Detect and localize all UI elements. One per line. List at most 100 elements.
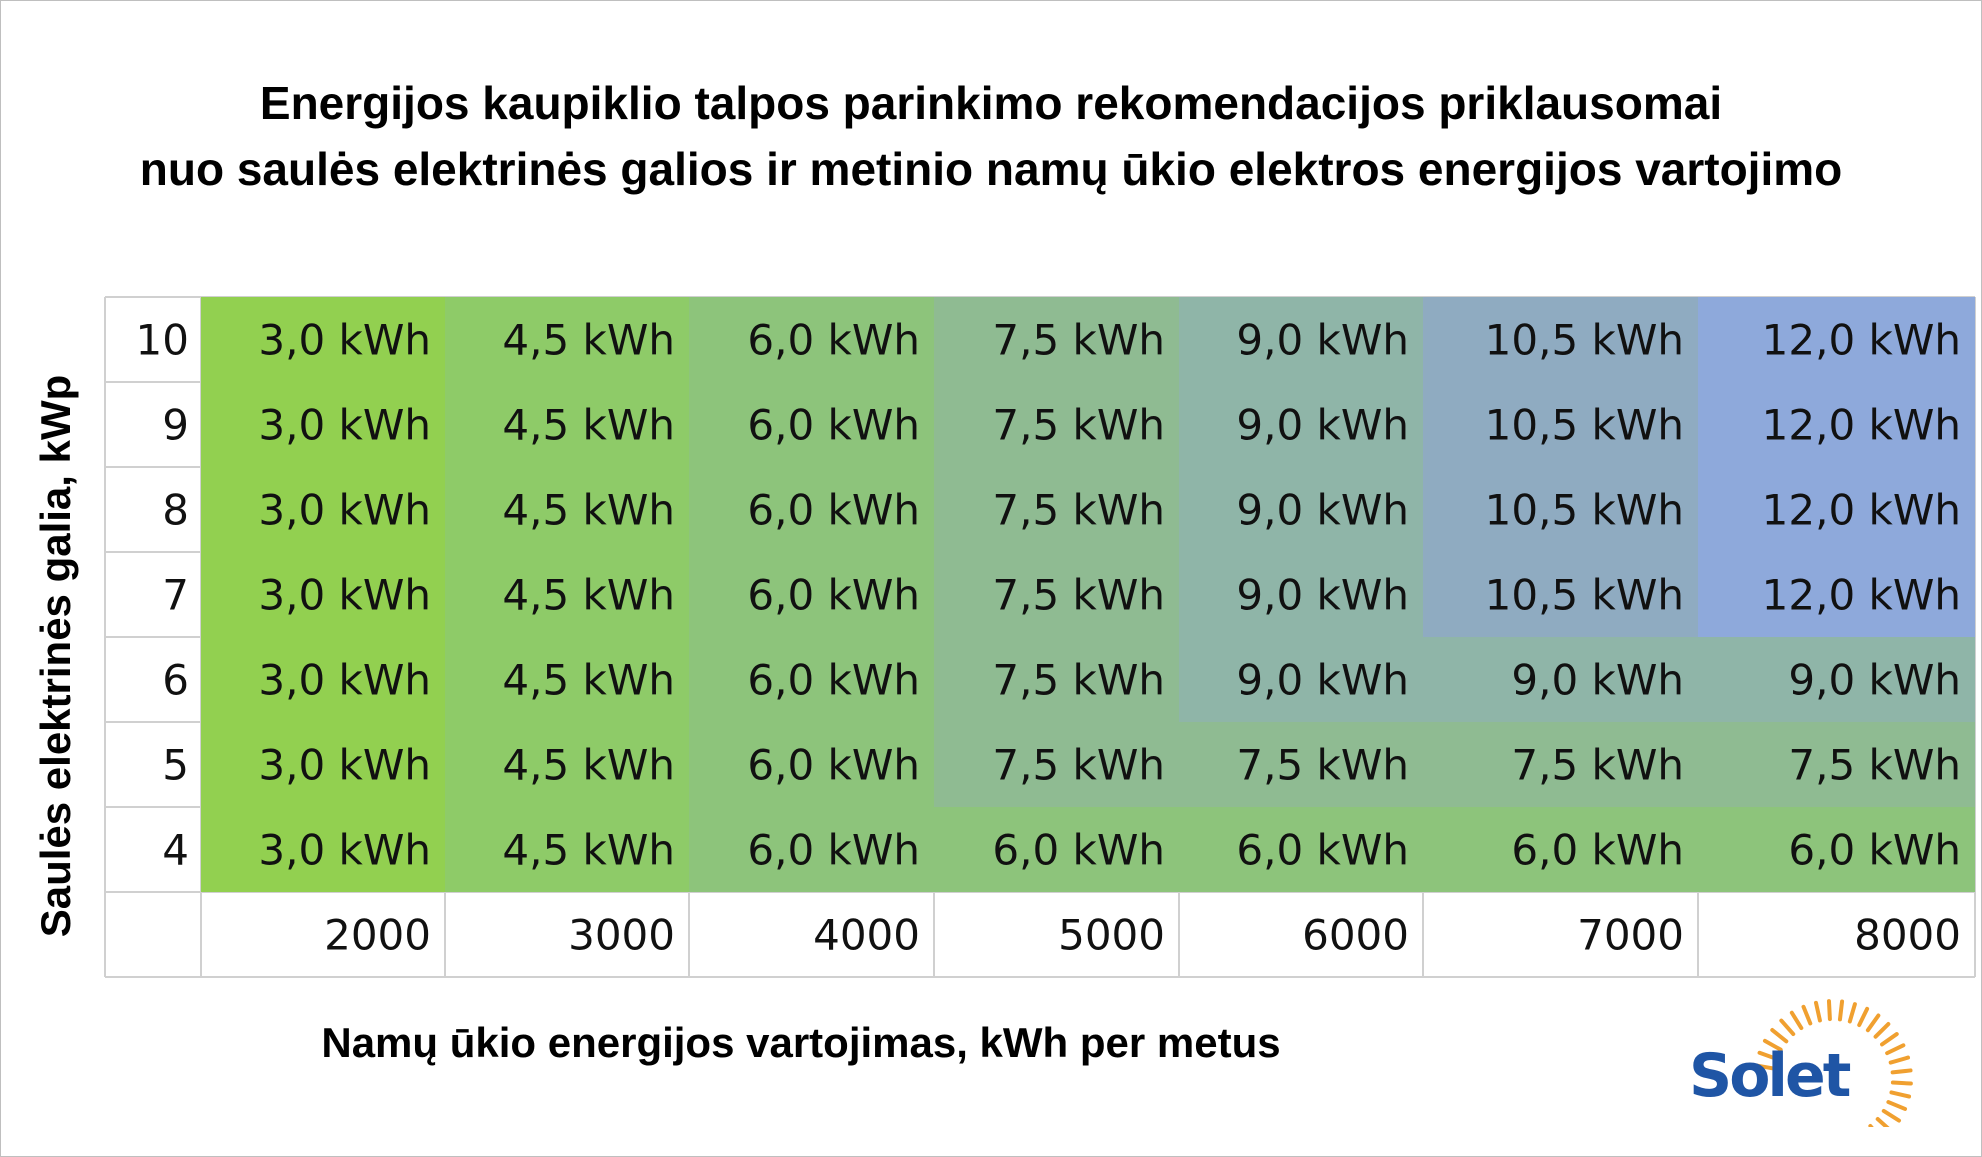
- table-cell-bg: [689, 297, 934, 382]
- table-cell-value: 7,5 kWh: [992, 741, 1165, 790]
- table-cell-value: 7,5 kWh: [992, 571, 1165, 620]
- table-cell-value: 9,0 kWh: [1511, 656, 1684, 705]
- table-cell-bg: [1179, 722, 1423, 807]
- table-cell-value: 6,0 kWh: [747, 486, 920, 535]
- sun-ray: [1889, 1090, 1912, 1099]
- table-cell-bg: [934, 637, 1179, 722]
- table-cell-value: 12,0 kWh: [1762, 401, 1961, 450]
- sun-ray: [1837, 999, 1845, 1022]
- table-cell-bg: [1179, 807, 1423, 892]
- table-cell-value: 6,0 kWh: [992, 826, 1165, 875]
- column-label: 7000: [1577, 911, 1684, 960]
- table-cell-value: 6,0 kWh: [747, 826, 920, 875]
- table-cell-bg: [1423, 552, 1698, 637]
- table-cell-bg: [1423, 722, 1698, 807]
- sun-ray: [1888, 1055, 1911, 1065]
- table-cell-bg: [934, 382, 1179, 467]
- table-cell-bg: [1698, 807, 1975, 892]
- row-label: 8: [162, 486, 189, 535]
- table-cell-bg: [689, 807, 934, 892]
- table-cell-bg: [1423, 637, 1698, 722]
- table-cell-bg: [445, 382, 689, 467]
- table-cell-bg: [201, 807, 445, 892]
- table-cell-bg: [445, 637, 689, 722]
- table-cell-value: 6,0 kWh: [747, 656, 920, 705]
- sun-ray: [1881, 1108, 1901, 1123]
- table-cell-value: 9,0 kWh: [1236, 486, 1409, 535]
- table-cell-bg: [934, 807, 1179, 892]
- table-cell-value: 9,0 kWh: [1236, 316, 1409, 365]
- row-label: 10: [136, 316, 189, 365]
- table-cell-bg: [445, 552, 689, 637]
- table-cell-bg: [1179, 637, 1423, 722]
- table-cell-bg: [689, 637, 934, 722]
- table-cell-value: 3,0 kWh: [258, 401, 431, 450]
- table-cell-bg: [689, 722, 934, 807]
- x-axis-label: Namų ūkio energijos vartojimas, kWh per …: [321, 1019, 1281, 1066]
- table-cell-value: 7,5 kWh: [1236, 741, 1409, 790]
- table-cell-bg: [934, 467, 1179, 552]
- table-cell-value: 4,5 kWh: [502, 571, 675, 620]
- table-cell-value: 3,0 kWh: [258, 571, 431, 620]
- table-cell-value: 6,0 kWh: [747, 741, 920, 790]
- table-cell-value: 9,0 kWh: [1788, 656, 1961, 705]
- title-line-2: nuo saulės elektrinės galios ir metinio …: [139, 143, 1843, 195]
- sun-ray: [1890, 1068, 1913, 1075]
- table-cell-value: 4,5 kWh: [502, 656, 675, 705]
- table-cell-value: 3,0 kWh: [258, 656, 431, 705]
- sun-ray: [1886, 1100, 1908, 1111]
- sun-ray: [1826, 999, 1832, 1022]
- column-label: 4000: [813, 911, 920, 960]
- table-cell-bg: [934, 722, 1179, 807]
- row-label: 7: [162, 571, 189, 620]
- table-cell-bg: [445, 807, 689, 892]
- sun-ray: [1754, 1063, 1776, 1071]
- column-label: 6000: [1302, 911, 1409, 960]
- table-cell-value: 6,0 kWh: [1236, 826, 1409, 875]
- table-cell-value: 6,0 kWh: [747, 571, 920, 620]
- table-cell-bg: [1698, 552, 1975, 637]
- table-cell-bg: [201, 382, 445, 467]
- column-label: 5000: [1058, 911, 1165, 960]
- sun-ray: [1770, 1028, 1789, 1044]
- table-cell-value: 4,5 kWh: [502, 486, 675, 535]
- table-cell-value: 10,5 kWh: [1485, 486, 1684, 535]
- table-cell-bg: [1179, 552, 1423, 637]
- table-cell-value: 7,5 kWh: [1511, 741, 1684, 790]
- solet-logo-rays-icon: [1754, 999, 1913, 1127]
- table-cell-value: 4,5 kWh: [502, 826, 675, 875]
- table-cell-value: 12,0 kWh: [1762, 571, 1961, 620]
- table-cell-bg: [201, 637, 445, 722]
- table-cell-bg: [445, 297, 689, 382]
- row-label: 5: [162, 741, 189, 790]
- table-cell-bg: [1179, 467, 1423, 552]
- table-cell-bg: [1423, 807, 1698, 892]
- table-cell-bg: [201, 297, 445, 382]
- table-cell-value: 9,0 kWh: [1236, 401, 1409, 450]
- table-cell-bg: [445, 467, 689, 552]
- sun-ray: [1868, 1123, 1874, 1127]
- table-cell-bg: [1698, 722, 1975, 807]
- table-cell-bg: [689, 467, 934, 552]
- table-cell-bg: [1423, 297, 1698, 382]
- table-cell-bg: [201, 552, 445, 637]
- sun-ray: [1847, 1002, 1857, 1024]
- column-label: 2000: [324, 911, 431, 960]
- table-cell-bg: [1698, 297, 1975, 382]
- table-cell-value: 7,5 kWh: [992, 401, 1165, 450]
- table-cell-bg: [201, 467, 445, 552]
- table-cell-value: 9,0 kWh: [1236, 571, 1409, 620]
- table-cell-value: 6,0 kWh: [747, 316, 920, 365]
- solet-logo: Solet: [1689, 1041, 1851, 1111]
- table-cell-bg: [1698, 467, 1975, 552]
- sun-ray: [1801, 1004, 1813, 1026]
- sun-ray: [1813, 1000, 1822, 1023]
- table-cell-value: 3,0 kWh: [258, 826, 431, 875]
- table-cell-value: 6,0 kWh: [1788, 826, 1961, 875]
- y-axis-label: Saulės elektrinės galia, kWp: [32, 374, 79, 938]
- column-label: 8000: [1854, 911, 1961, 960]
- sun-ray: [1865, 1013, 1881, 1033]
- table-cell-value: 10,5 kWh: [1485, 401, 1684, 450]
